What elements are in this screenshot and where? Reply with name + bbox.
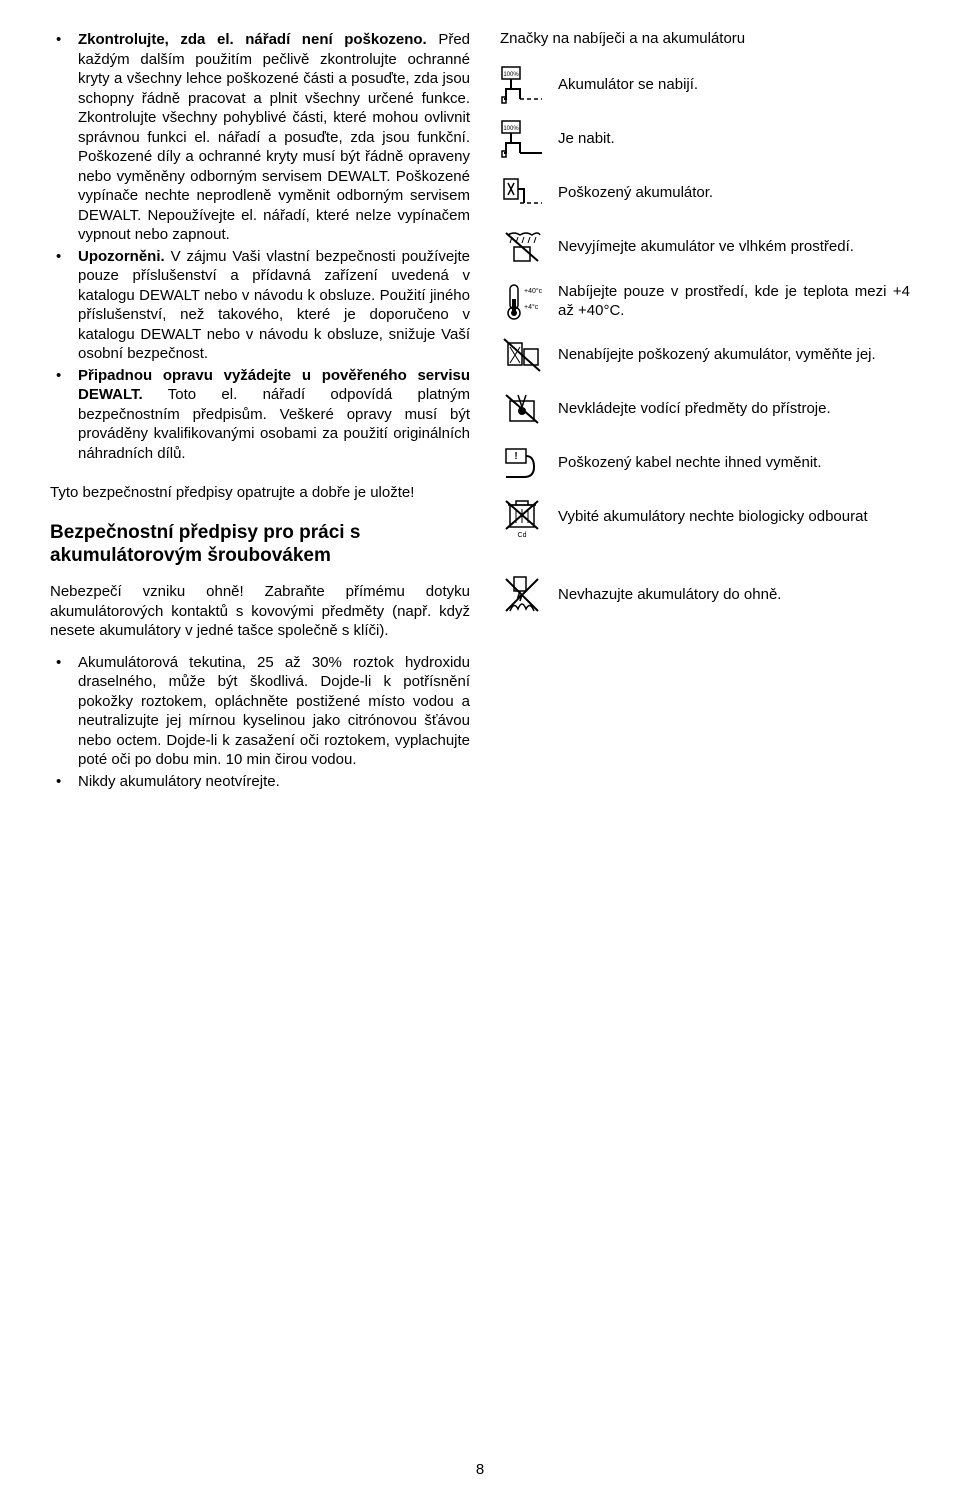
icon-row: Nevkládejte vodící předměty do přístroje… <box>500 389 910 429</box>
right-column: Značky na nabíječi a na akumulátoru 100%… <box>500 30 910 793</box>
svg-text:100%: 100% <box>503 72 519 78</box>
bullet-item: Připadnou opravu vyžádejte u pověřeného … <box>50 366 470 464</box>
left-column: Zkontrolujte, zda el. nářadí není poškoz… <box>50 30 470 793</box>
bullet-list-2: Akumulátorová tekutina, 25 až 30% roztok… <box>50 653 470 792</box>
paragraph-store: Tyto bezpečnostní předpisy opatrujte a d… <box>50 483 470 503</box>
no-fire-icon <box>500 575 544 615</box>
bullet-list-1: Zkontrolujte, zda el. nářadí není poškoz… <box>50 30 470 463</box>
icon-text: Vybité akumulátory nechte biologicky odb… <box>558 507 868 527</box>
svg-text:Cd: Cd <box>518 532 527 539</box>
svg-text:100%: 100% <box>503 126 519 132</box>
icon-text: Nevyjímejte akumulátor ve vlhkém prostře… <box>558 237 854 257</box>
icon-text: Poškozený kabel nechte ihned vyměnit. <box>558 453 822 473</box>
bullet-body: Nikdy akumulátory neotvírejte. <box>78 773 280 790</box>
icon-row: Nenabíjejte poškozený akumulátor, vyměňt… <box>500 335 910 375</box>
icon-text: Poškozený akumulátor. <box>558 183 713 203</box>
icon-row: Cd Vybité akumulátory nechte biologicky … <box>500 497 910 537</box>
svg-text:+40°c: +40°c <box>524 287 543 295</box>
section-title: Bezpečnostní předpisy pro práci s akumul… <box>50 521 470 569</box>
damaged-batt-icon <box>500 173 544 213</box>
bullet-title: Upozorněni. <box>78 248 165 265</box>
icon-row: Poškozený akumulátor. <box>500 173 910 213</box>
no-wet-icon <box>500 227 544 267</box>
svg-text:!: ! <box>514 451 517 462</box>
no-damaged-icon <box>500 335 544 375</box>
icon-row: Nevyjímejte akumulátor ve vlhkém prostře… <box>500 227 910 267</box>
icon-row: 100% Je nabit. <box>500 119 910 159</box>
recycle-icon: Cd <box>500 497 544 537</box>
icon-text: Je nabit. <box>558 129 615 149</box>
bullet-body: Akumulátorová tekutina, 25 až 30% roztok… <box>78 654 470 769</box>
bullet-item: Nikdy akumulátory neotvírejte. <box>50 772 470 792</box>
icon-text: Nenabíjejte poškozený akumulátor, vyměňt… <box>558 345 876 365</box>
no-conduct-icon <box>500 389 544 429</box>
bullet-item: Akumulátorová tekutina, 25 až 30% roztok… <box>50 653 470 770</box>
icon-text: Nevkládejte vodící předměty do přístroje… <box>558 399 831 419</box>
icons-heading: Značky na nabíječi a na akumulátoru <box>500 30 910 47</box>
bullet-title: Zkontrolujte, zda el. nářadí není poškoz… <box>78 31 427 48</box>
icon-row: Nevhazujte akumulátory do ohně. <box>500 575 910 615</box>
charging-icon: 100% <box>500 65 544 105</box>
temp-icon: +40°c +4°c <box>500 281 544 321</box>
charged-icon: 100% <box>500 119 544 159</box>
bullet-body: Před každým dalším použitím pečlivě zkon… <box>78 31 470 243</box>
icon-text: Nabíjejte pouze v prostředí, kde je tepl… <box>558 282 910 321</box>
bullet-item: Zkontrolujte, zda el. nářadí není poškoz… <box>50 30 470 245</box>
icon-row: 100% Akumulátor se nabijí. <box>500 65 910 105</box>
page-number: 8 <box>0 1461 960 1478</box>
svg-text:+4°c: +4°c <box>524 303 539 311</box>
icon-text: Nevhazujte akumulátory do ohně. <box>558 585 781 605</box>
icon-text: Akumulátor se nabijí. <box>558 75 698 95</box>
paragraph-fire: Nebezpečí vzniku ohně! Zabraňte přímému … <box>50 582 470 641</box>
icon-row: ! Poškozený kabel nechte ihned vyměnit. <box>500 443 910 483</box>
bullet-item: Upozorněni. V zájmu Vaši vlastní bezpečn… <box>50 247 470 364</box>
cable-icon: ! <box>500 443 544 483</box>
icon-row: +40°c +4°c Nabíjejte pouze v prostředí, … <box>500 281 910 321</box>
